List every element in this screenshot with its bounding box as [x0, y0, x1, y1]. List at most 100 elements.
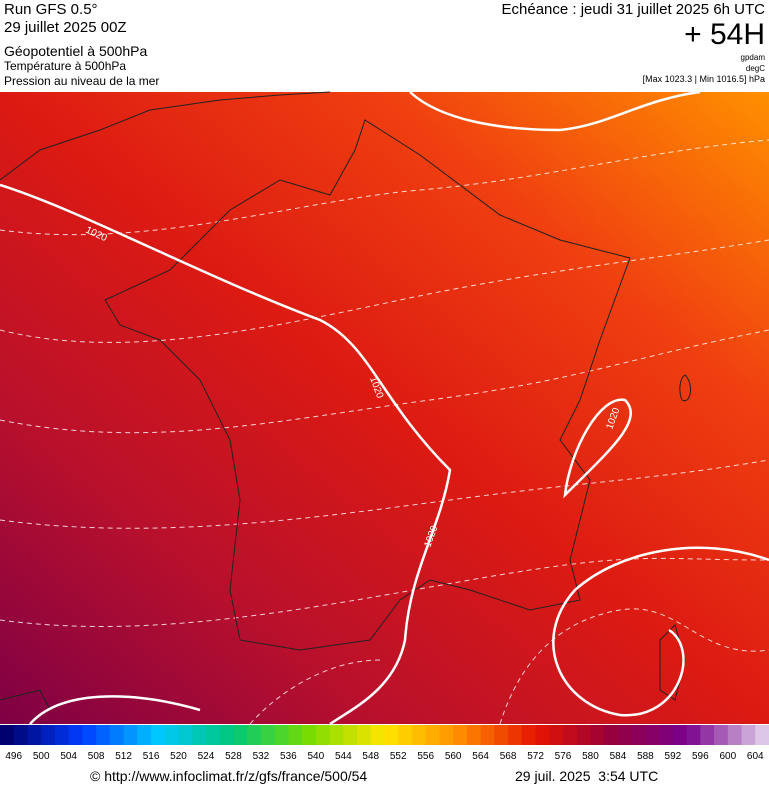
color-swatch: [604, 725, 619, 745]
isobars: [0, 90, 769, 726]
color-swatch: [357, 725, 372, 745]
color-swatch: [137, 725, 152, 745]
color-scale-label: 508: [88, 751, 105, 762]
color-swatch: [439, 725, 454, 745]
color-scale-label: 524: [198, 751, 215, 762]
footer-source: © http://www.infoclimat.fr/z/gfs/france/…: [90, 768, 367, 784]
color-swatch: [727, 725, 743, 745]
unit-label: degC: [746, 64, 765, 73]
color-scale-label: 532: [253, 751, 270, 762]
footer-timestamp: 29 juil. 2025 3:54 UTC: [515, 768, 658, 784]
field-label: Pression au niveau de la mer: [4, 74, 159, 88]
color-swatch: [672, 725, 688, 745]
color-swatch: [755, 725, 769, 745]
color-swatch: [384, 725, 399, 745]
color-scale-label: 560: [445, 751, 462, 762]
run-date: 29 juillet 2025 00Z: [4, 19, 127, 36]
color-swatch: [233, 725, 248, 745]
color-scale-label: 528: [225, 751, 242, 762]
color-swatch: [178, 725, 193, 745]
color-swatch: [260, 725, 276, 745]
color-swatch: [741, 725, 756, 745]
color-scale-label: 520: [170, 751, 187, 762]
color-swatch: [288, 725, 303, 745]
color-swatch: [315, 725, 331, 745]
field-label: Température à 500hPa: [4, 59, 126, 73]
color-swatch: [68, 725, 83, 745]
lead-time: + 54H: [684, 18, 765, 51]
color-swatch: [109, 725, 125, 745]
color-swatch: [123, 725, 138, 745]
color-swatch: [398, 725, 413, 745]
color-swatch: [411, 725, 427, 745]
color-scale-label: 592: [665, 751, 682, 762]
color-swatch: [274, 725, 289, 745]
color-swatch: [480, 725, 495, 745]
color-swatch: [563, 725, 578, 745]
color-swatch: [617, 725, 633, 745]
color-scale-label: 556: [417, 751, 434, 762]
color-scale-label: 580: [582, 751, 599, 762]
color-swatch: [494, 725, 509, 745]
color-swatch: [82, 725, 97, 745]
color-swatch: [549, 725, 564, 745]
color-swatch: [205, 725, 221, 745]
color-scale-label: 536: [280, 751, 297, 762]
color-swatch: [151, 725, 166, 745]
color-swatch: [535, 725, 550, 745]
color-swatch: [370, 725, 385, 745]
color-swatch: [192, 725, 207, 745]
color-scale: 496 500 504 508 512 516 520 524 528 532 536 540 544 5…: [0, 725, 769, 762]
color-swatch: [27, 725, 42, 745]
pressure-range: [Max 1023.3 | Min 1016.5] hPa: [643, 74, 765, 84]
color-swatch: [700, 725, 715, 745]
color-swatch: [645, 725, 660, 745]
color-swatch: [96, 725, 111, 745]
color-scale-label: 540: [307, 751, 324, 762]
color-scale-label: 548: [362, 751, 379, 762]
color-swatch: [219, 725, 234, 745]
color-swatch: [329, 725, 344, 745]
color-scale-label: 564: [472, 751, 489, 762]
color-swatch: [576, 725, 591, 745]
color-swatch: [164, 725, 180, 745]
color-scale-label: 572: [527, 751, 544, 762]
color-scale-label: 544: [335, 751, 352, 762]
color-swatch: [466, 725, 482, 745]
color-scale-label: 568: [500, 751, 517, 762]
color-swatch: [302, 725, 317, 745]
color-scale-label: 604: [747, 751, 764, 762]
map-background: [0, 92, 769, 724]
color-swatch: [54, 725, 70, 745]
color-swatch: [453, 725, 468, 745]
color-swatch: [659, 725, 674, 745]
color-scale-label: 576: [555, 751, 572, 762]
color-swatch: [686, 725, 701, 745]
color-scale-label: 584: [610, 751, 627, 762]
color-swatch: [0, 725, 15, 745]
color-scale-label: 588: [637, 751, 654, 762]
color-swatch: [508, 725, 523, 745]
color-swatch: [521, 725, 537, 745]
color-swatch: [247, 725, 262, 745]
color-swatch: [41, 725, 56, 745]
color-scale-label: 596: [692, 751, 709, 762]
color-swatch: [590, 725, 605, 745]
field-label: Géopotentiel à 500hPa: [4, 43, 147, 59]
color-swatch: [425, 725, 440, 745]
color-scale-label: 512: [115, 751, 132, 762]
unit-label: gpdam: [741, 53, 766, 62]
color-scale-label: 500: [33, 751, 50, 762]
coastlines: [0, 91, 692, 711]
color-scale-label: 516: [143, 751, 160, 762]
color-scale-label: 504: [60, 751, 77, 762]
run-title: Run GFS 0.5°: [4, 1, 98, 18]
color-swatch: [13, 725, 28, 745]
color-scale-label: 552: [390, 751, 407, 762]
color-swatch: [343, 725, 358, 745]
forecast-time: Echéance : jeudi 31 juillet 2025 6h UTC: [502, 1, 766, 18]
color-scale-label: 600: [719, 751, 736, 762]
color-scale-label: 496: [5, 751, 22, 762]
